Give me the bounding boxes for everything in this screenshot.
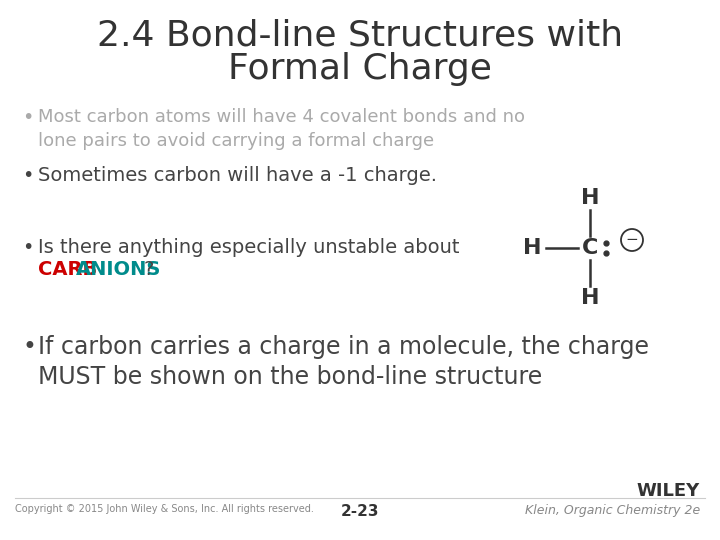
Text: •: • <box>22 166 33 185</box>
Text: •: • <box>22 238 33 257</box>
Text: Klein, Organic Chemistry 2e: Klein, Organic Chemistry 2e <box>525 504 700 517</box>
Text: ANIONS: ANIONS <box>76 260 161 279</box>
Text: •: • <box>22 335 36 359</box>
Text: ?: ? <box>144 260 154 279</box>
Text: 2-23: 2-23 <box>341 504 379 519</box>
Text: C: C <box>582 238 598 258</box>
Text: H: H <box>581 188 599 208</box>
Text: WILEY: WILEY <box>636 482 700 500</box>
Text: Sometimes carbon will have a -1 charge.: Sometimes carbon will have a -1 charge. <box>38 166 437 185</box>
Text: 2.4 Bond-line Structures with: 2.4 Bond-line Structures with <box>97 18 623 52</box>
Text: CARB: CARB <box>38 260 97 279</box>
Text: H: H <box>581 288 599 308</box>
Text: If carbon carries a charge in a molecule, the charge: If carbon carries a charge in a molecule… <box>38 335 649 359</box>
Text: Is there anything especially unstable about: Is there anything especially unstable ab… <box>38 238 459 257</box>
Text: MUST be shown on the bond-line structure: MUST be shown on the bond-line structure <box>38 365 542 389</box>
Text: −: − <box>626 233 639 247</box>
Text: H: H <box>523 238 541 258</box>
Text: Most carbon atoms will have 4 covalent bonds and no
lone pairs to avoid carrying: Most carbon atoms will have 4 covalent b… <box>38 108 525 150</box>
Text: Copyright © 2015 John Wiley & Sons, Inc. All rights reserved.: Copyright © 2015 John Wiley & Sons, Inc.… <box>15 504 314 514</box>
Text: Formal Charge: Formal Charge <box>228 52 492 86</box>
Text: •: • <box>22 108 33 127</box>
